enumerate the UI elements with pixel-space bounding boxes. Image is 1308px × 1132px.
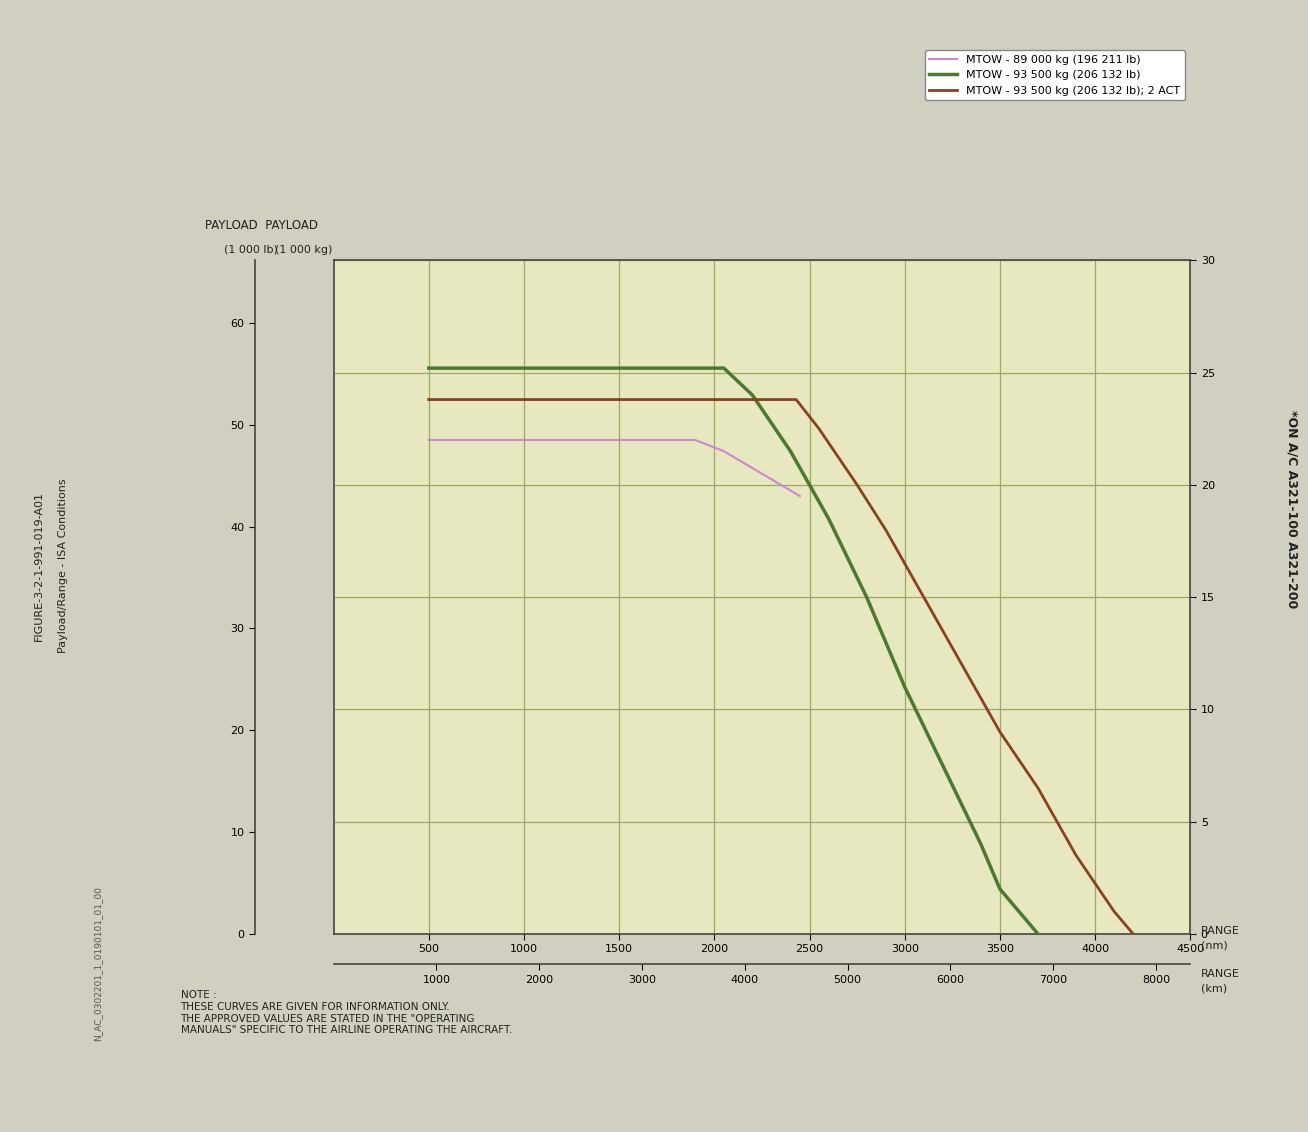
Text: RANGE: RANGE — [1201, 969, 1240, 978]
Text: (1 000 lb): (1 000 lb) — [224, 245, 279, 255]
Text: NOTE :
THESE CURVES ARE GIVEN FOR INFORMATION ONLY.
THE APPROVED VALUES ARE STAT: NOTE : THESE CURVES ARE GIVEN FOR INFORM… — [181, 990, 511, 1036]
Text: Payload/Range - ISA Conditions: Payload/Range - ISA Conditions — [58, 479, 68, 653]
Text: N_AC_0302201_1_0190101_01_00: N_AC_0302201_1_0190101_01_00 — [94, 886, 102, 1041]
Text: (km): (km) — [1201, 984, 1227, 993]
Text: PAYLOAD  PAYLOAD: PAYLOAD PAYLOAD — [205, 220, 318, 232]
Text: (1 000 kg): (1 000 kg) — [275, 245, 332, 255]
Text: (nm): (nm) — [1201, 941, 1227, 950]
Text: FIGURE-3-2-1-991-019-A01: FIGURE-3-2-1-991-019-A01 — [34, 491, 44, 641]
Legend: MTOW - 89 000 kg (196 211 lb), MTOW - 93 500 kg (206 132 lb), MTOW - 93 500 kg (: MTOW - 89 000 kg (196 211 lb), MTOW - 93… — [925, 51, 1185, 101]
Text: *ON A/C A321-100 A321-200: *ON A/C A321-100 A321-200 — [1286, 410, 1299, 609]
Text: RANGE: RANGE — [1201, 926, 1240, 935]
